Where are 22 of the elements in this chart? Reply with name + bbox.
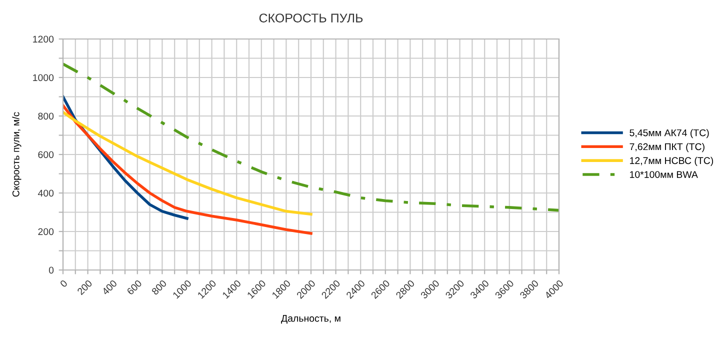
x-tick-label: 0 (60, 279, 68, 288)
line-series (63, 62, 559, 212)
chart-title: СКОРОСТЬ ПУЛЬ (259, 14, 363, 22)
legend-label: 5,45мм АК74 (ТС) (630, 129, 709, 138)
legend-label: 7,62мм ПКТ (ТС) (630, 143, 704, 152)
y-axis-title: Скорость пули, м/с (12, 112, 22, 197)
x-tick-label: 200 (76, 279, 93, 296)
y-tick-label: 1200 (33, 36, 54, 43)
x-axis-title: Дальность, м (281, 314, 340, 324)
legend-label: 10*100мм BWA (630, 171, 698, 178)
x-tick-label: 400 (101, 279, 118, 296)
y-tick-label: 0 (48, 266, 54, 274)
x-tick-label: 600 (126, 279, 142, 296)
x-tick-label: 800 (151, 279, 167, 296)
line-series (63, 110, 312, 216)
line-series (63, 104, 312, 235)
y-tick-label: 800 (38, 112, 54, 120)
y-tick-label: 600 (38, 151, 54, 158)
y-tick-label: 400 (38, 190, 54, 197)
legend-label: 12,7мм НСВС (ТС) (630, 156, 714, 166)
y-tick-label: 200 (38, 228, 54, 236)
y-tick-label: 1000 (33, 74, 54, 82)
